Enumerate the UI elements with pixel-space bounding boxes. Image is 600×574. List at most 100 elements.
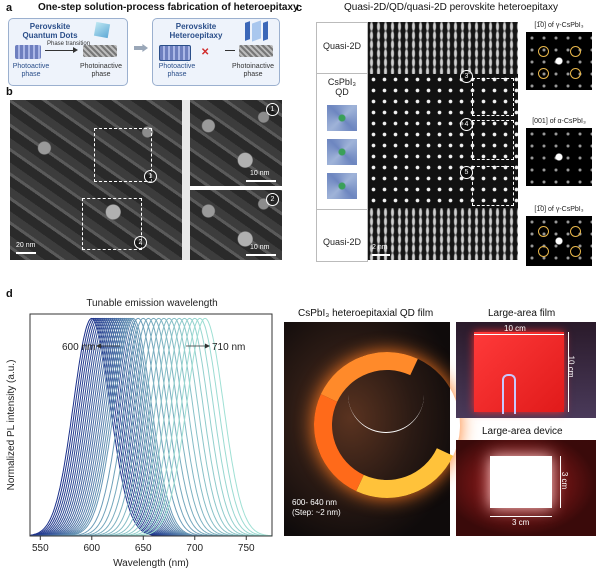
- film-height-label: 10 cm: [566, 355, 576, 378]
- tem-zoom-1: 1 10 nm: [190, 100, 282, 186]
- marker-2: 2: [134, 236, 147, 249]
- x-tick-label: 650: [135, 543, 152, 554]
- hrtem-qd-lattice: 3 4 5: [368, 70, 518, 208]
- qd-box-title-line1: Perovskite: [29, 22, 71, 31]
- qd-film-photo: 600- 640 nm (Step: ~2 nm): [284, 322, 481, 536]
- panel-c-title: Quasi-2D/QD/quasi-2D perovskite heteroep…: [344, 2, 558, 13]
- transition-arrow-icon: [134, 44, 148, 52]
- panel-d-letter: d: [6, 288, 13, 300]
- blocked-arrow-icon: [225, 50, 235, 51]
- divider-top: [317, 73, 367, 74]
- scalebar-c: [372, 254, 390, 256]
- film-width-label: 10 cm: [504, 324, 526, 333]
- fft1-spot-2: [570, 46, 581, 57]
- protected-crystal-icon: [159, 45, 191, 61]
- fft-label-1: [1̅0] of γ-CsPbI₃: [534, 22, 584, 29]
- photo-title: CsPbI₃ heteroepitaxial QD film: [298, 308, 434, 319]
- photo-caption-line1: 600- 640 nm: [292, 498, 337, 507]
- plot-frame: [29, 313, 273, 537]
- fft1-spot-4: [570, 68, 581, 79]
- x-tick-label: 550: [32, 543, 49, 554]
- scalebar-main: [16, 252, 36, 254]
- fft3-spot-4: [570, 246, 581, 257]
- large-film-sheet: [474, 332, 564, 412]
- photoinactive-crystal-icon: [83, 45, 117, 57]
- panel-b-letter: b: [6, 86, 13, 98]
- scalebar-zoom1: [246, 180, 276, 182]
- scalebar-main-label: 20 nm: [16, 242, 36, 249]
- chart-title: Tunable emission wavelength: [86, 298, 217, 309]
- ann-600: 600 nm: [62, 342, 95, 353]
- hetero-photoactive-label: Photoactive phase: [158, 63, 196, 78]
- layer-icon-1: [245, 21, 250, 41]
- film-width-line: [474, 334, 564, 335]
- fft1-spot-3: [538, 68, 549, 79]
- marker-5: 5: [460, 166, 473, 179]
- ann-arrow-right-head: [205, 343, 210, 349]
- panel-c-letter: c: [296, 2, 303, 14]
- x-tick-label: 750: [238, 543, 255, 554]
- photoinactive-label: Photoinactive phase: [79, 63, 123, 78]
- layer-icon-3: [263, 21, 268, 41]
- y-axis-label: Normalized PL intensity (a.u.): [6, 360, 17, 491]
- large-device-photo: 3 cm 3 cm: [456, 440, 596, 536]
- gradient-arrow-icon: [348, 392, 424, 433]
- qd-box-title: Perovskite Quantum Dots: [15, 22, 85, 40]
- octahedron-icon-1: [327, 105, 357, 131]
- ann-710: 710 nm: [212, 342, 245, 353]
- label-qd-line2: QD: [335, 87, 349, 97]
- fft3-spot-1: [538, 226, 549, 237]
- x-ticks: 550 600 650 700 750: [32, 536, 255, 554]
- pl-spectra-chart: Tunable emission wavelength 550 600 650 700…: [6, 298, 273, 569]
- hrtem-quasi2d-top: [368, 22, 518, 74]
- device-width-line: [490, 516, 552, 517]
- tem-zoom-2: 2 10 nm: [190, 190, 282, 260]
- zoom1-marker: 1: [266, 103, 279, 116]
- hetero-box-title: Perovskite Heteroepitaxy: [159, 22, 233, 40]
- tweezers-icon: [502, 374, 516, 414]
- marker-4: 4: [460, 118, 473, 131]
- photoactive-crystal-icon: [15, 45, 41, 59]
- label-cspbi3-qd: CsPbI₃ QD: [319, 77, 365, 97]
- device-emission: [490, 456, 552, 508]
- phase-arrow-icon: [45, 50, 75, 51]
- hrtem-quasi2d-bottom: 2 nm: [368, 208, 518, 260]
- marker-1: 1: [144, 170, 157, 183]
- blocked-x-icon: ✕: [201, 47, 210, 58]
- panel-a-title: One-step solution-process fabrication of…: [38, 2, 299, 13]
- label-quasi2d-bottom: Quasi-2D: [322, 237, 361, 247]
- large-film-photo: 10 cm 10 cm: [456, 322, 596, 418]
- label-quasi2d-top: Quasi-2D: [322, 41, 361, 51]
- fft-pattern-3: [526, 216, 592, 266]
- fft1-spot-1: [538, 46, 549, 57]
- hetero-box-title-line1: Perovskite: [175, 22, 217, 31]
- ann-arrow-left-head: [96, 343, 101, 349]
- fft-label-2: [001] of α-CsPbI₃: [532, 118, 586, 125]
- x-axis-label: Wavelength (nm): [113, 558, 189, 569]
- x-tick-label: 600: [83, 543, 100, 554]
- phase-transition-label: Phase transition: [47, 41, 91, 47]
- large-device-title: Large-area device: [482, 426, 563, 437]
- large-film-title: Large-area film: [488, 308, 556, 319]
- fft-region-4: [472, 120, 514, 160]
- x-tick-label: 700: [186, 543, 203, 554]
- scalebar-zoom1-label: 10 nm: [250, 170, 270, 177]
- device-width-label: 3 cm: [512, 518, 530, 527]
- film-height-line: [568, 332, 569, 412]
- zoom-region-1: [94, 128, 152, 182]
- fft-pattern-1: [526, 32, 592, 90]
- photo-caption: 600- 640 nm (Step: ~2 nm): [292, 498, 341, 518]
- fft-pattern-2: [526, 128, 592, 186]
- scalebar-c-label: 2 nm: [372, 244, 388, 251]
- zoom-region-2: [82, 198, 142, 250]
- qd-cube-icon: [93, 21, 111, 39]
- device-height-label: 3 cm: [560, 471, 570, 490]
- panel-a-letter: a: [6, 2, 13, 14]
- fft-label-3: [1̅0] of γ-CsPbI₃: [534, 206, 584, 213]
- marker-3: 3: [460, 70, 473, 83]
- fft-region-3: [472, 78, 514, 116]
- layer-icon-2: [252, 20, 261, 42]
- device-height-line: [560, 456, 561, 508]
- qd-schematic-box: Perovskite Quantum Dots Phase transition…: [8, 18, 128, 86]
- photo-caption-line2: (Step: ~2 nm): [292, 508, 341, 517]
